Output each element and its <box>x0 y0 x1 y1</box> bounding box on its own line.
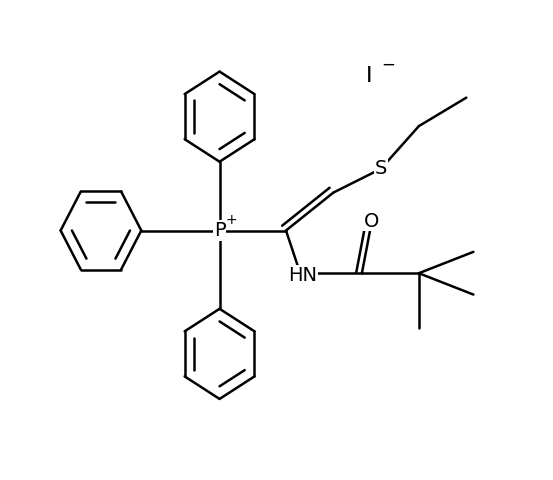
Text: −: − <box>381 56 395 73</box>
Text: P: P <box>214 221 226 240</box>
Text: I: I <box>366 66 372 86</box>
Text: O: O <box>364 212 379 230</box>
Text: +: + <box>226 213 237 227</box>
Text: HN: HN <box>288 266 317 285</box>
Text: S: S <box>375 159 387 179</box>
